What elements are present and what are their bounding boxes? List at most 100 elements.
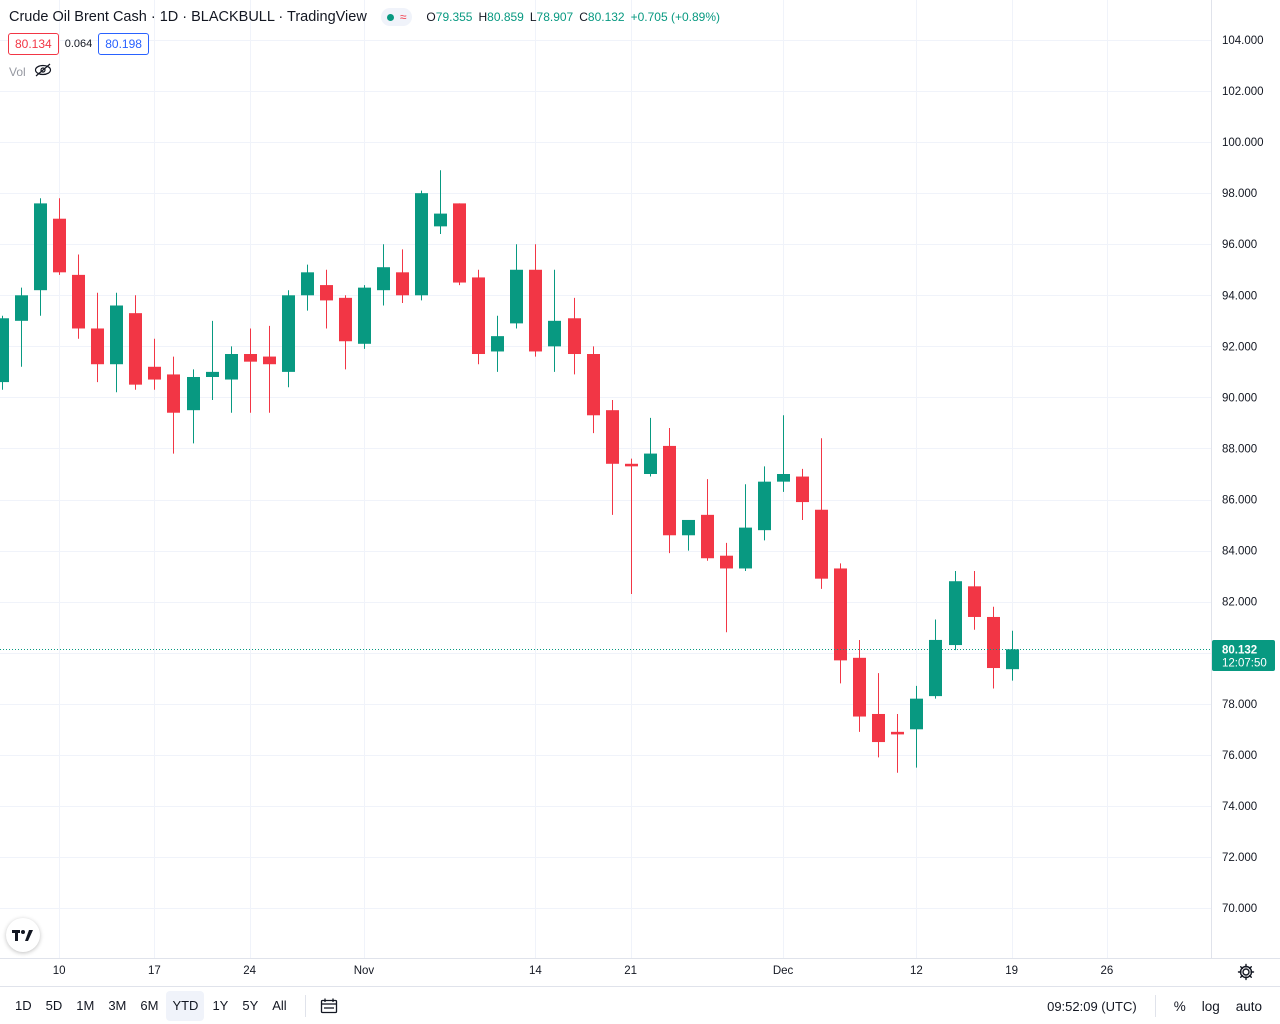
price-chart[interactable]: 104.000 102.000 100.000 98.000 96.000 94.000 9…: [0, 0, 1280, 986]
candle-body[interactable]: [263, 356, 276, 365]
candle-body[interactable]: [644, 453, 657, 474]
candle[interactable]: [663, 428, 676, 554]
range-button-all[interactable]: All: [272, 997, 287, 1013]
candle-body[interactable]: [968, 586, 981, 617]
candlestick-series[interactable]: [0, 170, 1019, 773]
range-button-1y[interactable]: 1Y: [212, 997, 229, 1013]
log-scale-toggle[interactable]: log: [1201, 998, 1220, 1014]
candle[interactable]: [796, 468, 809, 520]
candle[interactable]: [225, 346, 238, 413]
candle[interactable]: [777, 415, 790, 492]
range-button-5d[interactable]: 5D: [45, 997, 63, 1013]
sell-price-button[interactable]: 80.134: [8, 33, 59, 55]
volume-label[interactable]: Vol: [9, 64, 26, 79]
candle-body[interactable]: [167, 374, 180, 413]
candle[interactable]: [187, 369, 200, 444]
candle-body[interactable]: [529, 269, 542, 352]
candle-body[interactable]: [663, 445, 676, 536]
candle-body[interactable]: [987, 616, 1000, 669]
candle[interactable]: [682, 519, 695, 551]
candle[interactable]: [263, 325, 276, 413]
buy-price-button[interactable]: 80.198: [98, 33, 149, 55]
candle-body[interactable]: [510, 269, 523, 324]
symbol-title[interactable]: Crude Oil Brent Cash · 1D · BLACKBULL · …: [9, 9, 367, 25]
candle[interactable]: [15, 287, 28, 367]
time-axis[interactable]: 10 17 24 Nov 14 21 Dec 12 19 26: [53, 965, 1114, 977]
candle[interactable]: [301, 264, 314, 311]
range-button-3m[interactable]: 3M: [108, 997, 127, 1013]
candle-body[interactable]: [949, 581, 962, 646]
candle-body[interactable]: [244, 354, 257, 362]
percent-scale-toggle[interactable]: %: [1173, 998, 1186, 1014]
candle[interactable]: [891, 713, 904, 773]
candle[interactable]: [0, 315, 9, 390]
candle[interactable]: [949, 571, 962, 651]
candle[interactable]: [91, 292, 104, 383]
candle[interactable]: [644, 417, 657, 477]
candle-body[interactable]: [739, 527, 752, 569]
candle-body[interactable]: [929, 639, 942, 697]
candle-body[interactable]: [225, 354, 238, 380]
price-axis[interactable]: 104.000 102.000 100.000 98.000 96.000 94.000 9…: [1222, 35, 1264, 915]
candle-body[interactable]: [834, 568, 847, 661]
candle[interactable]: [358, 285, 371, 349]
candle[interactable]: [129, 295, 142, 390]
candle-body[interactable]: [587, 354, 600, 416]
candle[interactable]: [529, 244, 542, 357]
candle[interactable]: [491, 315, 504, 372]
candle[interactable]: [396, 249, 409, 303]
candle-body[interactable]: [72, 274, 85, 329]
candle-body[interactable]: [815, 509, 828, 579]
candle[interactable]: [434, 170, 447, 235]
candle[interactable]: [587, 346, 600, 434]
candle-body[interactable]: [110, 305, 123, 365]
range-button-1d[interactable]: 1D: [15, 997, 32, 1013]
auto-scale-toggle[interactable]: auto: [1235, 998, 1262, 1014]
candle-body[interactable]: [491, 336, 504, 352]
candle[interactable]: [1006, 630, 1019, 681]
candle-body[interactable]: [720, 555, 733, 569]
candle[interactable]: [910, 685, 923, 768]
candle-body[interactable]: [129, 313, 142, 385]
candle[interactable]: [929, 619, 942, 699]
range-button-ytd[interactable]: YTD: [166, 990, 205, 1021]
candle[interactable]: [415, 190, 428, 301]
go-to-date-calendar-icon[interactable]: [314, 991, 344, 1021]
candle-body[interactable]: [0, 318, 9, 383]
candle-body[interactable]: [148, 366, 161, 380]
candle[interactable]: [548, 269, 561, 372]
candle-body[interactable]: [796, 476, 809, 503]
candle-body[interactable]: [853, 657, 866, 717]
candle[interactable]: [53, 198, 66, 275]
candle-body[interactable]: [625, 463, 638, 467]
candle-body[interactable]: [396, 272, 409, 296]
candle[interactable]: [453, 203, 466, 286]
candle-body[interactable]: [320, 285, 333, 301]
eye-crossed-icon[interactable]: [34, 63, 52, 80]
candle[interactable]: [701, 479, 714, 561]
candle-body[interactable]: [434, 213, 447, 227]
candle[interactable]: [815, 438, 828, 589]
candle[interactable]: [34, 198, 47, 316]
candle[interactable]: [568, 297, 581, 375]
candle-body[interactable]: [206, 371, 219, 377]
candle-body[interactable]: [453, 203, 466, 283]
candle[interactable]: [206, 320, 219, 400]
candle-body[interactable]: [568, 318, 581, 355]
candle[interactable]: [625, 458, 638, 594]
candle[interactable]: [377, 244, 390, 306]
candle-body[interactable]: [872, 713, 885, 743]
candle[interactable]: [472, 269, 485, 365]
candle-body[interactable]: [415, 193, 428, 296]
candle-body[interactable]: [910, 698, 923, 730]
candle-body[interactable]: [548, 320, 561, 347]
candle-body[interactable]: [606, 410, 619, 464]
candle[interactable]: [872, 673, 885, 758]
candle[interactable]: [110, 292, 123, 393]
candle-body[interactable]: [472, 277, 485, 355]
candle-body[interactable]: [339, 297, 352, 342]
candle-body[interactable]: [301, 272, 314, 296]
candle-body[interactable]: [377, 267, 390, 291]
candle[interactable]: [72, 254, 85, 339]
candle-body[interactable]: [777, 474, 790, 482]
